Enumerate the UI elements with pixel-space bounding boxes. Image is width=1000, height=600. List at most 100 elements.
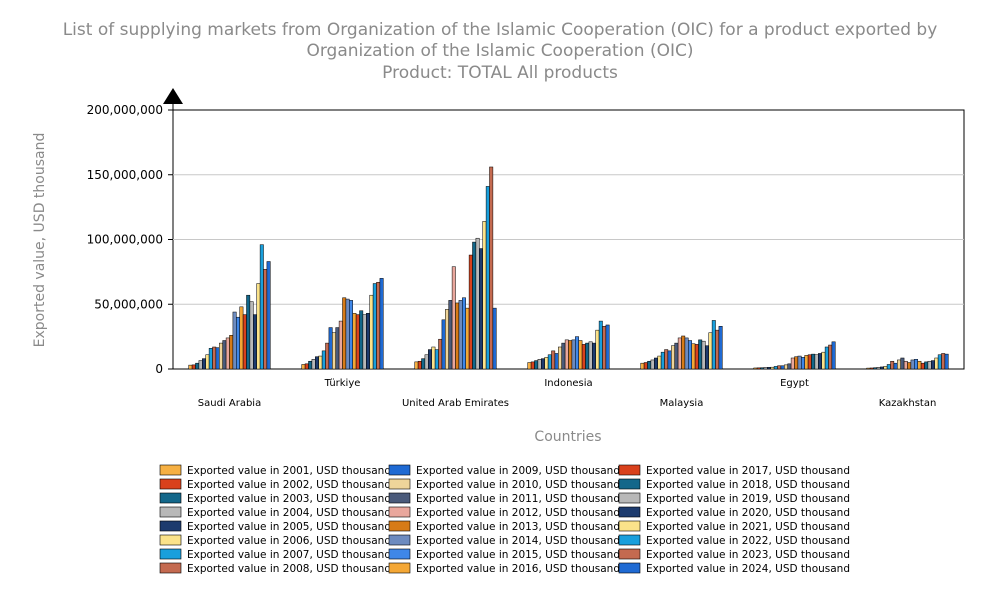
bar [581,344,586,370]
bar [318,355,323,370]
bar [215,347,220,370]
bar [660,351,665,370]
bar [475,237,480,370]
bar [640,362,645,370]
bar [308,360,313,370]
bar [790,357,795,370]
bar [434,349,439,370]
legend-swatch [159,534,182,546]
bar [910,359,915,370]
bar [681,335,686,370]
bar [547,354,552,370]
bar [814,354,819,370]
chart-title-line-1: List of supplying markets from Organizat… [63,20,938,40]
bar [811,353,816,370]
y-tick-label: 200,000,000 [87,103,163,117]
bar [647,360,652,370]
legend-label: Exported value in 2001, USD thousand [187,465,391,477]
bar [592,342,596,370]
bar [753,367,758,370]
legend-label: Exported value in 2022, USD thousand [646,535,850,547]
bar [588,341,593,370]
legend-swatch [388,534,411,546]
bar [352,313,357,370]
bar [564,339,569,370]
bar [379,278,384,370]
bar [914,359,918,370]
bar [349,300,353,370]
legend-swatch [159,478,182,490]
bar [537,359,542,370]
bar [650,359,655,370]
bar [691,343,696,370]
legend-swatch [618,562,641,574]
legend-swatch [618,492,641,504]
bar [595,329,600,370]
bar [876,367,881,370]
legend-swatch [159,520,182,532]
bar [222,340,227,370]
bar [883,366,888,370]
bar [263,269,268,370]
bar [920,362,925,370]
bar [372,283,377,370]
bar [445,309,449,370]
bar [777,365,782,370]
legend-swatch [388,548,411,560]
y-tick-label: 100,000,000 [87,233,163,247]
bar [301,364,306,370]
bar [451,266,456,370]
bar [684,337,689,370]
bar [760,367,765,370]
bar [362,314,367,370]
bar [530,361,535,370]
bar [345,298,350,370]
bar [431,346,436,370]
bar [568,340,573,370]
category-label: Egypt [780,378,809,389]
bar [575,336,579,370]
bar [907,362,912,370]
bar [551,350,556,370]
bar [558,346,562,370]
bar [325,342,330,370]
legend-swatch [159,464,182,476]
bar [428,349,432,370]
legend-label: Exported value in 2019, USD thousand [646,493,850,505]
bar [657,355,662,370]
bar [897,359,901,370]
bar [438,338,443,370]
bar [598,320,603,370]
bar [366,313,370,370]
bar [807,354,812,370]
bar [931,360,935,370]
bar [338,320,343,370]
legend-label: Exported value in 2007, USD thousand [187,549,391,561]
bar [335,327,340,370]
bar [873,367,878,370]
bar [414,361,419,370]
bar [417,360,422,370]
bar [767,367,771,370]
bar [866,367,871,370]
bar [893,362,898,370]
bar [602,326,607,370]
legend-label: Exported value in 2014, USD thousand [416,535,620,547]
bar [202,358,206,370]
bar [421,358,426,370]
bar [824,346,829,370]
bar [472,241,477,370]
bar [654,357,658,370]
legend-label: Exported value in 2005, USD thousand [187,521,391,533]
bar [688,340,692,370]
bar [917,360,922,370]
bar [794,356,799,370]
legend-label: Exported value in 2021, USD thousand [646,521,850,533]
bar [708,332,713,370]
bar [212,346,217,370]
bar [671,345,675,370]
legend-label: Exported value in 2018, USD thousand [646,479,850,491]
bar [253,314,257,370]
